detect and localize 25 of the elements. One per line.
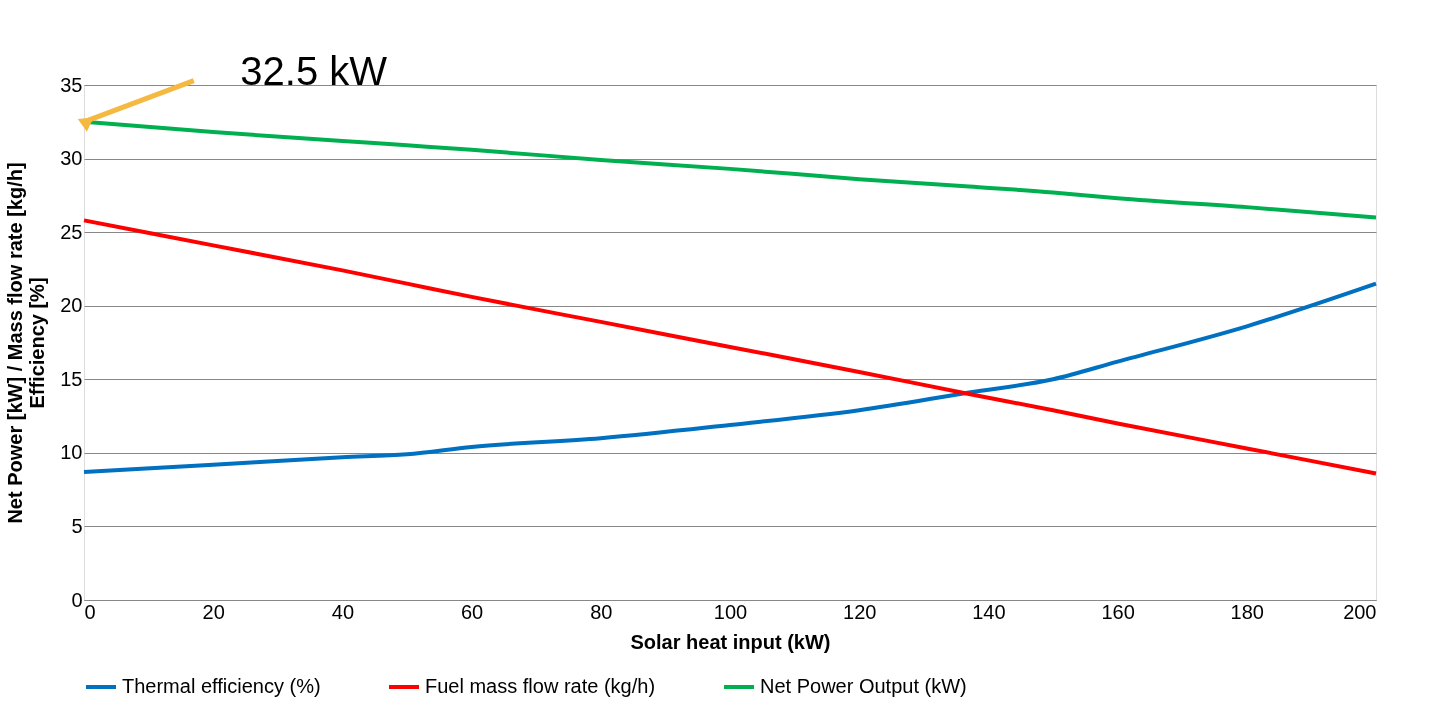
y-tick-label: 30 [60,147,83,170]
legend-label: Net Power Output (kW) [760,675,967,697]
y-tick-label: 5 [71,514,83,537]
y-tick-label: 15 [60,367,83,390]
x-tick-label: 160 [1101,600,1135,623]
x-tick-label: 140 [972,600,1006,623]
y-tick-label: 20 [60,294,83,317]
y-tick-label: 35 [60,73,83,96]
line-series [82,218,1378,476]
x-tick-label: 80 [590,600,613,623]
legend-label: Thermal efficiency (%) [122,675,321,697]
y-axis-title: Net Power [kW] / Mass flow rate [kg/h] Efficiency [%] [4,162,49,524]
x-tick-label: 60 [460,600,484,623]
y-tick-label: 10 [60,441,83,464]
x-tick-label: 20 [202,600,225,623]
x-tick-label: 100 [713,600,748,623]
x-tick-label: 40 [331,600,355,623]
annotation: 32.5 kW [240,48,388,93]
line-series [82,281,1378,474]
y-tick-label: 25 [60,220,83,243]
x-axis-title: Solar heat input (kW) [630,630,831,653]
x-tick-label: 120 [843,600,877,623]
legend-label: Fuel mass flow rate (kg/h) [425,675,656,697]
x-tick-label: 180 [1230,600,1264,623]
x-tick-label: 200 [1343,600,1377,623]
